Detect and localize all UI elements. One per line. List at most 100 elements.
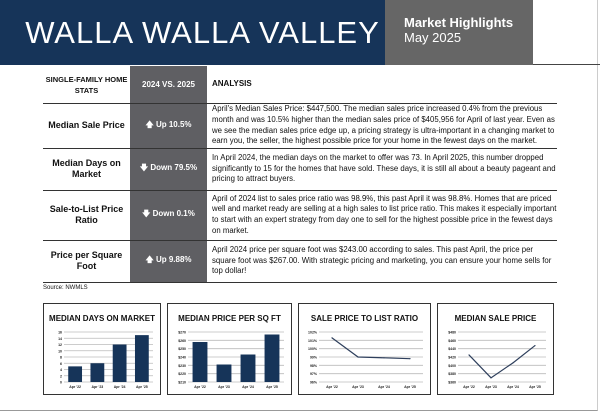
- change-value: Up 10.5%: [155, 119, 192, 129]
- bar: [240, 354, 256, 382]
- stat-label: Median Sale Price: [48, 120, 125, 130]
- change-badge: 🡅 Up 9.88%: [130, 254, 207, 268]
- subtitle: Market Highlights: [404, 15, 514, 30]
- table-row: Median Days on Market 🡇 Down 79.5% In Ap…: [43, 148, 557, 190]
- arrow-up-icon: 🡅: [145, 255, 154, 264]
- data-point: [383, 357, 385, 359]
- divider: [43, 282, 557, 283]
- change-column-bg: [130, 66, 207, 283]
- y-tick-label: 96%: [310, 381, 318, 385]
- y-tick-label: 10: [58, 349, 62, 353]
- col-header-analysis: ANALYSIS: [212, 79, 252, 89]
- analysis-text: April of 2024 list to sales price ratio …: [212, 193, 557, 235]
- y-tick-label: $260: [178, 339, 186, 343]
- x-tick-label: Apr '24: [242, 385, 254, 389]
- chart-median-sale-price: MEDIAN SALE PRICE $360 $380 $400 $420 $440 $46…: [437, 303, 554, 395]
- chart-svg: 0 2 4 6 8 10 12 14 16 Apr '22 Apr '23 Apr '24 Apr '2…: [58, 331, 153, 389]
- table-row: Median Sale Price 🡅 Up 10.5% April's Med…: [43, 103, 557, 148]
- chart-sale-to-list: SALE PRICE TO LIST RATIO 96% 97% 98% 99% 100%…: [298, 303, 431, 395]
- y-tick-label: $400: [448, 364, 456, 368]
- table-row: Price per Square Foot 🡅 Up 9.88% April 2…: [43, 240, 557, 282]
- data-point: [490, 377, 492, 379]
- y-tick-label: 16: [58, 331, 62, 335]
- x-tick-label: Apr '23: [218, 385, 230, 389]
- x-tick-label: Apr '24: [378, 385, 390, 389]
- report-date: May 2025: [404, 30, 462, 45]
- arrow-down-icon: 🡇: [139, 163, 149, 172]
- chart-price-per-sqft: MEDIAN PRICE PER SQ FT $210 $220 $230 $240 $2…: [167, 303, 292, 395]
- data-point: [534, 344, 536, 347]
- y-tick-label: $270: [178, 331, 186, 335]
- change-badge: 🡇 Down 79.5%: [130, 162, 207, 176]
- chart-median-days: MEDIAN DAYS ON MARKET 0 2 4 6 8 10 12 14 16 Apr '2…: [43, 303, 161, 395]
- arrow-up-icon: 🡅: [145, 119, 154, 129]
- y-tick-label: $210: [178, 381, 186, 385]
- y-tick-label: $380: [448, 372, 456, 376]
- stat-label: Median Days on Market: [52, 158, 121, 179]
- data-point: [331, 337, 333, 339]
- chart-svg: $210 $220 $230 $240 $250 $260 $270 Apr '22 Apr '…: [178, 331, 284, 389]
- y-tick-label: $420: [448, 356, 456, 360]
- bar: [90, 363, 105, 382]
- y-tick-label: 102%: [308, 331, 318, 335]
- stat-label: Price per Square Foot: [50, 250, 123, 271]
- market-highlights-box: Market Highlights May 2025: [385, 0, 533, 65]
- header-rule: [533, 64, 600, 65]
- chart-title: MEDIAN PRICE PER SQ FT: [178, 314, 281, 323]
- y-tick-label: 12: [58, 343, 62, 347]
- y-tick-label: $250: [178, 347, 186, 351]
- chart-title: SALE PRICE TO LIST RATIO: [310, 314, 419, 323]
- chart-svg: 96% 97% 98% 99% 100% 101% 102% Apr '22 Apr '23 Ap…: [308, 331, 423, 389]
- x-tick-label: Apr '25: [529, 385, 541, 389]
- chart-svg: $360 $380 $400 $420 $440 $460 $480 Apr '22 Apr '…: [448, 331, 546, 389]
- chart-title: MEDIAN SALE PRICE: [454, 314, 537, 323]
- source-note: Source: NWMLS: [43, 285, 88, 291]
- x-tick-label: Apr '22: [326, 385, 338, 389]
- bar: [112, 344, 127, 382]
- y-tick-label: 98%: [310, 364, 318, 368]
- x-tick-label: Apr '23: [352, 385, 364, 389]
- x-tick-label: Apr '25: [404, 385, 416, 389]
- divider: [43, 103, 557, 104]
- y-tick-label: 0: [60, 381, 62, 385]
- stat-label: Sale-to-List Price Ratio: [49, 204, 124, 225]
- y-tick-label: 99%: [310, 356, 318, 360]
- change-value: Down 79.5%: [150, 163, 198, 172]
- y-tick-label: $220: [178, 372, 186, 376]
- divider: [43, 190, 557, 191]
- x-tick-label: Apr '24: [507, 385, 519, 389]
- y-tick-label: 6: [60, 362, 62, 366]
- change-value: Down 0.1%: [152, 209, 195, 218]
- y-tick-label: 100%: [308, 347, 318, 351]
- data-point: [357, 356, 359, 358]
- y-tick-label: $240: [178, 356, 186, 360]
- y-tick-label: $440: [448, 347, 456, 351]
- y-tick-label: $460: [448, 339, 456, 343]
- y-tick-label: 4: [60, 368, 62, 372]
- y-tick-label: $360: [448, 381, 456, 385]
- analysis-text: In April 2024, the median days on the ma…: [212, 152, 556, 184]
- x-tick-label: Apr '25: [266, 385, 278, 389]
- y-tick-label: $480: [448, 331, 456, 335]
- divider: [43, 240, 557, 241]
- y-tick-label: 101%: [308, 339, 318, 343]
- bar: [192, 342, 208, 382]
- x-tick-label: Apr '24: [114, 385, 126, 389]
- change-badge: 🡇 Down 0.1%: [130, 208, 207, 222]
- change-value: Up 9.88%: [155, 255, 192, 264]
- series-line: [331, 337, 411, 360]
- series-line: [468, 345, 536, 379]
- y-tick-label: $230: [178, 364, 186, 368]
- y-tick-label: 2: [60, 374, 62, 378]
- y-tick-label: 8: [60, 356, 62, 360]
- bar: [216, 364, 232, 382]
- change-badge: 🡅 Up 10.5%: [130, 119, 207, 133]
- data-point: [468, 354, 470, 356]
- x-tick-label: Apr '23: [92, 385, 104, 389]
- x-tick-label: Apr '22: [69, 385, 81, 389]
- analysis-text: April 2024 price per square foot was $24…: [212, 244, 552, 276]
- bar: [68, 366, 83, 382]
- y-tick-label: 97%: [310, 372, 318, 376]
- bar: [264, 334, 280, 382]
